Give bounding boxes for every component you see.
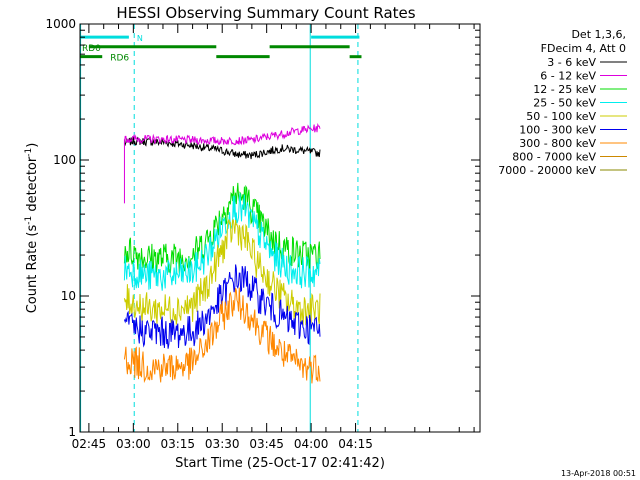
legend-label-4: 50 - 100 keV — [526, 110, 596, 123]
y-tick-label-3: 1000 — [45, 17, 76, 31]
plot-frame — [79, 23, 481, 433]
chart-title: HESSI Observing Summary Count Rates — [116, 4, 415, 22]
legend-label-6: 300 - 800 keV — [519, 137, 596, 150]
plot-area: N RD0 RD6 1 10 100 1000 02:45 03:00 03:15 03:30 03:… — [45, 17, 481, 451]
x-tick-label-2: 03:15 — [160, 437, 195, 451]
series-2-line — [123, 182, 321, 275]
legend-label-0: 3 - 6 keV — [547, 56, 596, 69]
x-tick-label-6: 04:15 — [338, 437, 373, 451]
series-0-line — [123, 136, 321, 160]
y-tick-label-0: 1 — [68, 425, 76, 439]
legend-label-2: 12 - 25 keV — [533, 83, 596, 96]
legend-label-1: 6 - 12 keV — [540, 70, 596, 83]
series-3-line — [123, 193, 321, 291]
legend-header-line-2: FDecim 4, Att 0 — [541, 42, 626, 55]
y-axis-label: Count Rate (s-1 detector-1) — [24, 143, 40, 314]
footer-timestamp: 13-Apr-2018 00:51 — [561, 469, 636, 478]
flag-label-n: N — [137, 34, 143, 43]
legend-label-7: 800 - 7000 keV — [512, 151, 596, 164]
legend-label-8: 7000 - 20000 keV — [498, 164, 596, 177]
x-tick-label-1: 03:00 — [116, 437, 151, 451]
flag-label-rd0: RD0 — [82, 44, 101, 54]
legend-label-5: 100 - 300 keV — [519, 124, 596, 137]
x-tick-label-0: 02:45 — [72, 437, 107, 451]
y-tick-label-1: 10 — [61, 289, 76, 303]
x-tick-label-5: 04:00 — [294, 437, 329, 451]
series-1-line — [123, 122, 321, 146]
x-tick-label-4: 03:45 — [249, 437, 284, 451]
legend-header-line-1: Det 1,3,6, — [571, 28, 626, 41]
y-tick-label-2: 100 — [53, 153, 76, 167]
legend-label-3: 25 - 50 keV — [533, 97, 596, 110]
x-tick-label-3: 03:30 — [205, 437, 240, 451]
series-6-line — [123, 287, 321, 384]
flag-label-rd6: RD6 — [110, 54, 129, 64]
x-axis-label: Start Time (25-Oct-17 02:41:42) — [175, 456, 385, 471]
